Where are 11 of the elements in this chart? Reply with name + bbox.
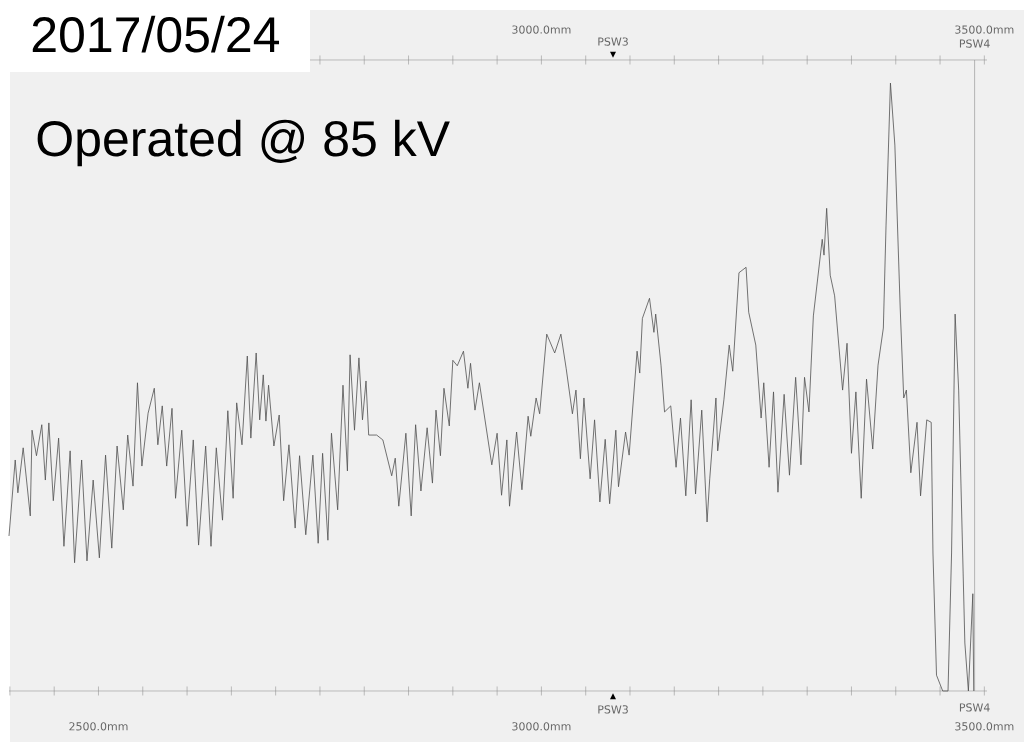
text: PSW3 [598,37,628,46]
x2-tick-label: 3000.0mm [512,25,571,34]
text: PSW4 [959,703,990,712]
x-tick-label: 3500.0mm [955,722,1014,731]
text: PSW3 [598,705,628,714]
ref-line-label: PSW4 [959,39,990,48]
x-tick-label: 3000.0mm [512,722,571,731]
annotation: Operated @ 85 kV [37,119,450,167]
chart-title: 2017/05/24 [32,15,280,53]
x-tick-label: 2500.0mm [69,722,128,731]
x2-tick-label: 3500.0mm [955,25,1014,34]
